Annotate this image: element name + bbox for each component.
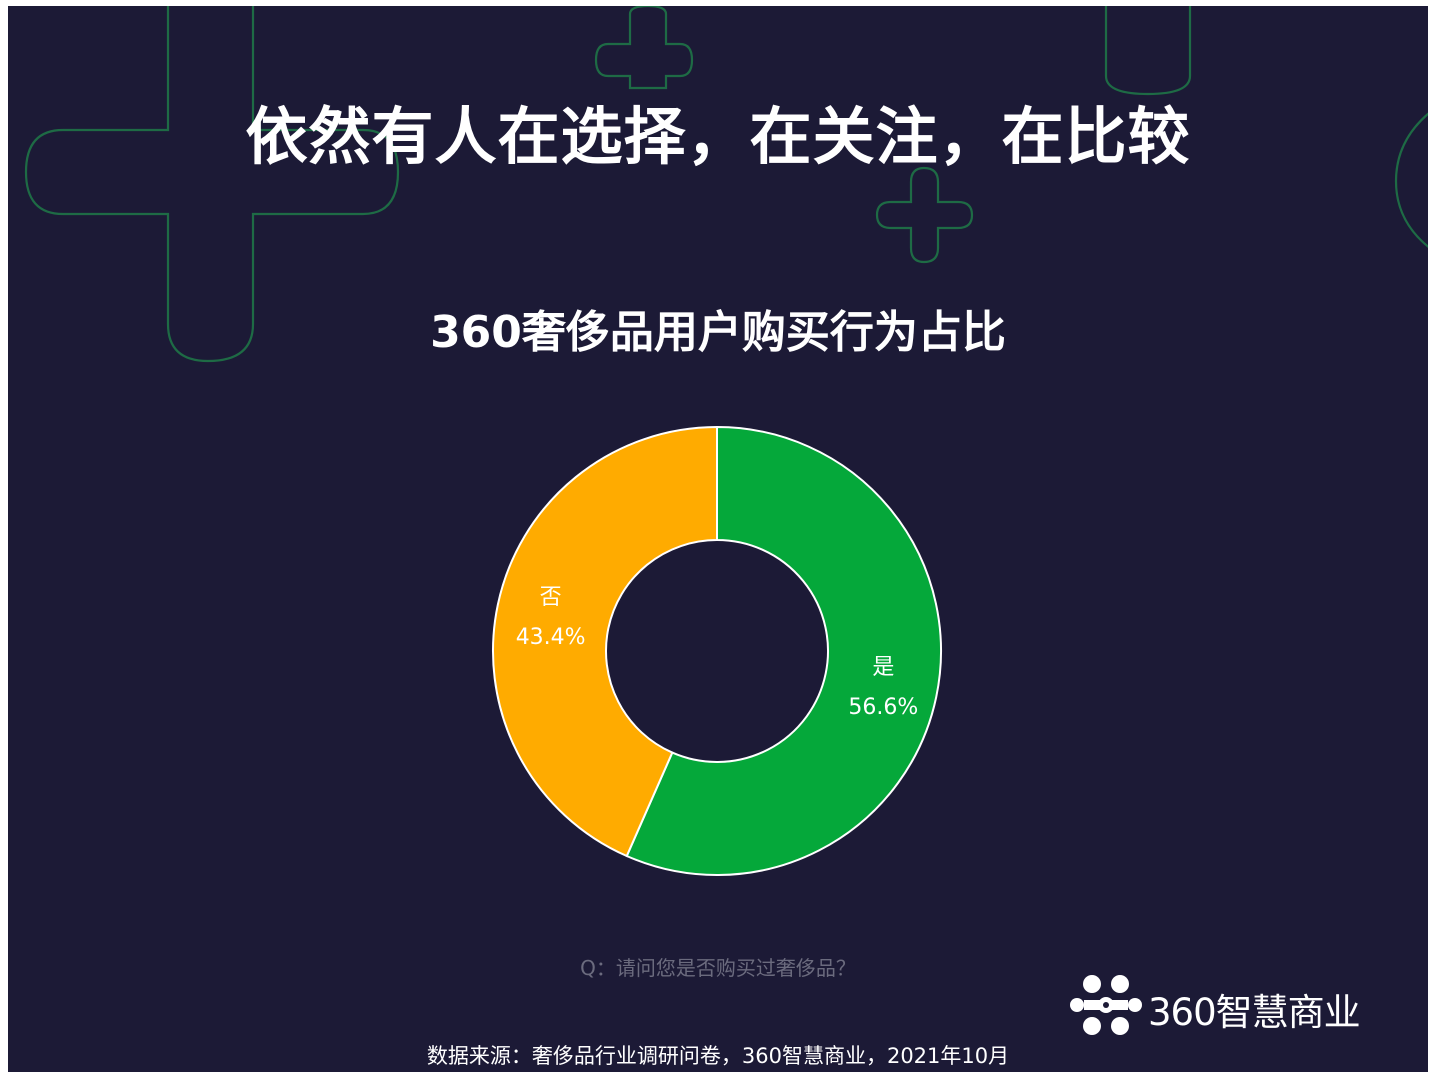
data-source: 数据来源：奢侈品行业调研问卷，360智慧商业，2021年10月	[426, 1044, 1010, 1068]
donut-slice-1	[625, 425, 942, 876]
logo-mark-icon	[1070, 975, 1142, 1035]
donut-labels: 是 56.6% 否 43.4%	[516, 585, 919, 720]
large-plus-outline	[24, 6, 400, 363]
brand-logo: 360智慧商业	[1070, 970, 1410, 1040]
logo-text: 360智慧商业	[1148, 991, 1361, 1034]
slice-label-2: 否	[540, 585, 562, 610]
decorative-plus-shapes	[24, 6, 1428, 363]
partial-circle-right-edge	[1394, 112, 1428, 248]
donut-slice-2	[492, 425, 718, 858]
small-plus-outline-middle	[875, 166, 974, 264]
slice-value-label-2: 43.4%	[516, 625, 586, 650]
partial-shape-right-top	[1104, 6, 1192, 96]
headline: 依然有人在选择，在关注，在比较	[245, 100, 1191, 173]
slice-label-1: 是	[872, 655, 894, 680]
slice-value-label-1: 56.6%	[848, 695, 918, 720]
slide: 依然有人在选择，在关注，在比较 360奢侈品用户购买行为占比 是 56.6% 否 43…	[8, 6, 1428, 1072]
donut-slices	[492, 425, 942, 876]
small-plus-outline-top	[594, 6, 694, 90]
chart-title: 360奢侈品用户购买行为占比	[430, 307, 1006, 358]
donut-chart: 是 56.6% 否 43.4%	[492, 425, 942, 876]
survey-question: Q：请问您是否购买过奢侈品？	[580, 956, 856, 980]
